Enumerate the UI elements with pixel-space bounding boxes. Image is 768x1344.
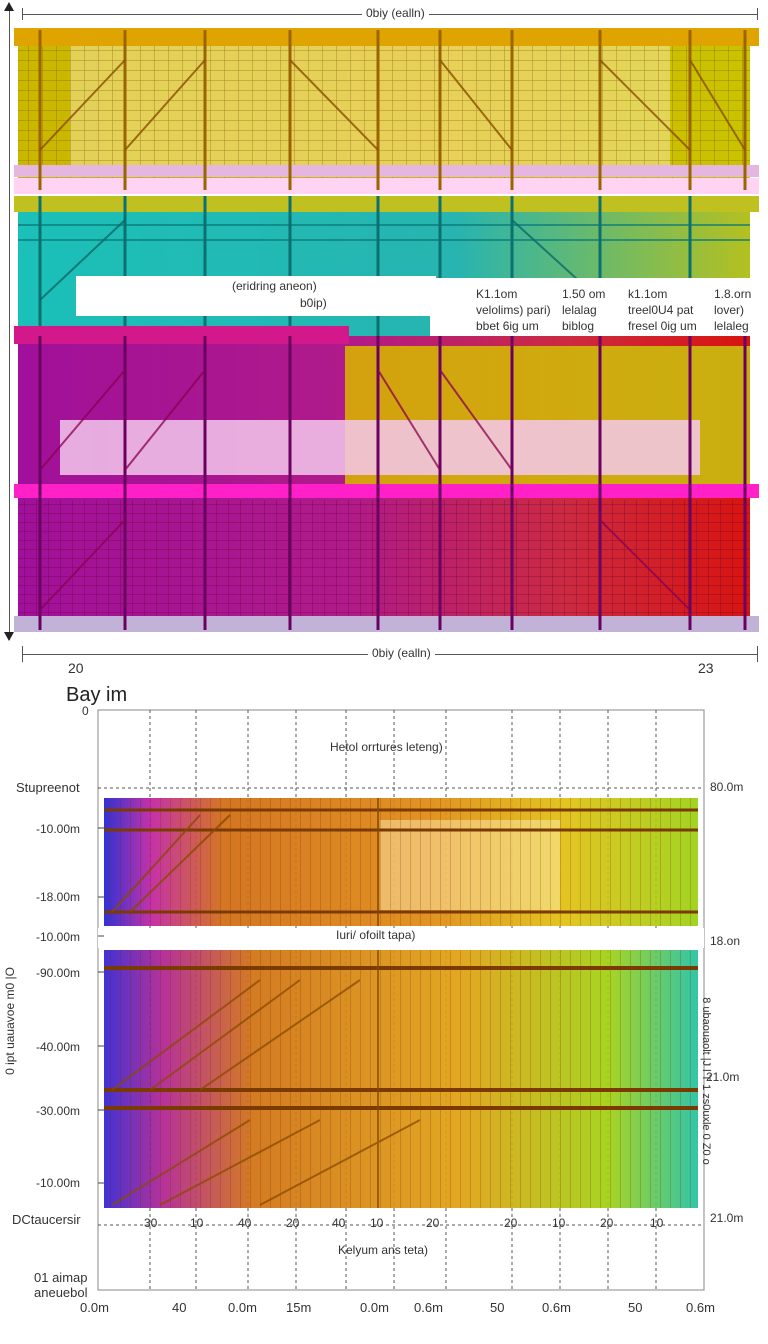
x-label-upper: 10 xyxy=(190,1216,204,1230)
bottom-left-label-2: aneuebol xyxy=(34,1285,88,1300)
info-row-2: bbet 6ig um biblog fresel 0ig um lelaleg xyxy=(470,319,760,334)
top-dimension-label: 0biy (ealln) xyxy=(362,6,429,20)
header-annotation: Hetol orrtures leteng) xyxy=(330,740,443,754)
x-label-lower: 0.0m xyxy=(360,1300,389,1315)
arrow-down-icon xyxy=(4,632,14,641)
x-label-lower: 40 xyxy=(172,1300,187,1315)
right-label: 21.0m xyxy=(706,1070,740,1084)
truss-structure-drawing xyxy=(14,28,760,632)
x-label-lower: 0.6m xyxy=(686,1300,715,1315)
bottom-annotation: Kelyum ans teta) xyxy=(338,1243,429,1257)
right-label: 18.on xyxy=(710,934,741,948)
top-dimension-tick-right xyxy=(757,8,758,20)
elevation-drawing xyxy=(97,709,705,1291)
right-label: 80.0m xyxy=(710,780,744,794)
info-cell: k1.1om xyxy=(628,287,668,301)
x-label-lower: 0.0m xyxy=(228,1300,257,1315)
x-label-lower: 0.0m xyxy=(80,1300,109,1315)
info-cell: 1.8.orn xyxy=(714,287,752,301)
info-cell: fresel 0ig um xyxy=(628,319,697,333)
top-structure-panel: 0biy (ealln) xyxy=(4,2,760,676)
info-cell: lover) xyxy=(714,303,745,317)
bottom-elevation-panel: Bay im 0 xyxy=(0,680,768,1344)
right-vertical-label: 8 ubaouaolt |J l T 1 zs0uxle 0 Z0 o xyxy=(699,997,712,1165)
bottom-left-label-1: 01 aimap xyxy=(34,1270,88,1285)
bottom-dimension-label: 0biy (ealln) xyxy=(368,646,435,660)
x-label-upper: 20 xyxy=(504,1216,518,1230)
x-label-upper: 20 xyxy=(286,1216,300,1230)
info-row-0: K1.1om 1.50 om k1.1om 1.8.orn xyxy=(470,287,760,302)
corner-label-left: 20 xyxy=(68,660,84,676)
info-cell: bbet 6ig um xyxy=(476,319,539,333)
bottom-dimension-tick-right xyxy=(757,646,758,662)
left-label: -18.00m xyxy=(36,890,81,904)
x-label-upper: 10 xyxy=(552,1216,566,1230)
left-label: DCtaucersir xyxy=(12,1212,81,1227)
x-label-upper: 20 xyxy=(426,1216,440,1230)
y-top-tick: 0 xyxy=(82,704,89,718)
x-label-lower: 0.6m xyxy=(542,1300,571,1315)
left-vertical-label: 0 ipt uauavoe m0 |O xyxy=(2,967,17,1075)
x-label-lower: 50 xyxy=(628,1300,643,1315)
left-label: -90.00m xyxy=(36,966,81,980)
info-cell: biblog xyxy=(562,319,595,333)
left-label: -40.00m xyxy=(36,1040,81,1054)
x-label-upper: 20 xyxy=(600,1216,614,1230)
info-cell: treel0U4 pat xyxy=(628,303,694,317)
panel-title: Bay im xyxy=(66,684,128,706)
arrow-up-icon xyxy=(4,2,14,11)
x-label-upper: 10 xyxy=(650,1216,664,1230)
x-label-lower: 0.6m xyxy=(414,1300,443,1315)
middle-annotation: Iuri/ ofoilt tapa) xyxy=(336,928,416,942)
info-cell: velolims) pari) xyxy=(476,303,551,317)
x-label-upper: 40 xyxy=(238,1216,252,1230)
right-label: 21.0m xyxy=(710,1211,744,1225)
x-label-upper: 10 xyxy=(370,1216,384,1230)
info-cell: lelalag xyxy=(562,303,597,317)
vertical-dimension-line xyxy=(9,4,10,640)
x-label-lower: 50 xyxy=(490,1300,505,1315)
x-label-lower: 15m xyxy=(286,1300,312,1315)
info-cell: K1.1om xyxy=(476,287,518,301)
callout-line-1: (eridring aneon) xyxy=(232,279,317,293)
left-label: -10.00m xyxy=(36,930,81,944)
x-label-upper: 40 xyxy=(332,1216,346,1230)
x-label-upper: 30 xyxy=(144,1216,158,1230)
top-dimension-tick-left xyxy=(22,8,23,20)
bottom-dimension-tick-left xyxy=(22,646,23,662)
info-cell: lelaleg xyxy=(714,319,749,333)
corner-label-right: 23 xyxy=(698,660,714,676)
info-row-1: velolims) pari) lelalag treel0U4 pat lov… xyxy=(470,303,760,318)
left-label: -10.00m xyxy=(36,1176,81,1190)
info-table: K1.1om 1.50 om k1.1om 1.8.orn velolims) … xyxy=(470,287,760,337)
left-label: -30.00m xyxy=(36,1104,81,1118)
callout-line-2: b0ip) xyxy=(300,296,327,310)
left-label: Stupreenot xyxy=(16,780,80,795)
left-label: -10.00m xyxy=(36,822,81,836)
info-cell: 1.50 om xyxy=(562,287,606,301)
